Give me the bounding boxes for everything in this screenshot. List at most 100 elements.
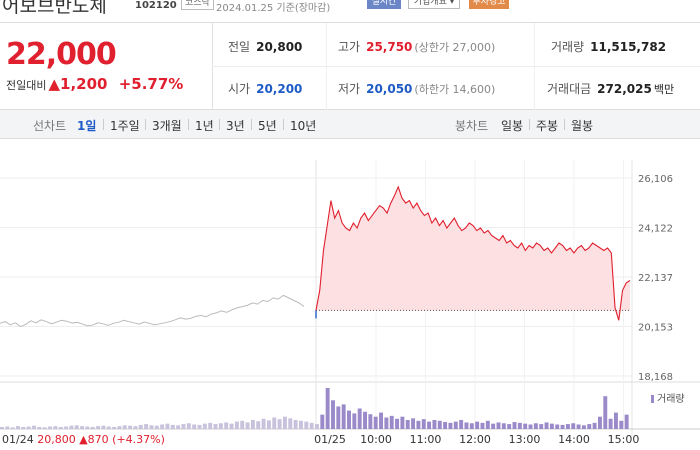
volume-bar xyxy=(293,419,298,429)
period-1w[interactable]: 1주일 xyxy=(110,119,140,133)
volume-bar xyxy=(117,426,122,429)
separator xyxy=(251,119,252,130)
realtime-button[interactable]: 실시간 xyxy=(367,0,401,9)
day-high: 고가 25,750 (상한가 27,000) xyxy=(338,40,496,54)
line-chart-label: 선차트 xyxy=(33,119,67,133)
separator xyxy=(188,119,189,130)
separator xyxy=(145,119,146,130)
y-tick-label: 26,106 xyxy=(638,174,673,185)
volume-bar xyxy=(592,422,597,429)
up-arrow-icon: ▲ xyxy=(48,75,61,93)
period-3m[interactable]: 3개월 xyxy=(152,119,182,133)
company-info-dropdown[interactable]: 기업개요 ▾ xyxy=(408,0,460,9)
volume-bar xyxy=(128,425,133,429)
volume-bar xyxy=(448,422,453,429)
divider xyxy=(326,23,327,111)
stock-name: 어보브반도체 xyxy=(2,0,107,14)
change-value: 1,200 xyxy=(60,75,108,93)
volume-bar xyxy=(133,426,138,429)
separator xyxy=(103,119,104,130)
quote-panel: 22,000 전일대비 ▲1,200 +5.77% 전일 20,800 고가 25,7… xyxy=(0,22,700,111)
volume-bar xyxy=(613,412,618,429)
volume-bar xyxy=(85,426,90,429)
volume-bar xyxy=(122,425,127,429)
period-10y[interactable]: 10년 xyxy=(290,119,317,133)
volume-bar xyxy=(101,425,106,429)
volume-bar xyxy=(197,424,202,429)
volume-bar xyxy=(186,423,191,429)
volume-bar xyxy=(90,426,95,429)
volume-bar xyxy=(315,424,319,429)
volume-bar xyxy=(240,420,245,429)
volume-bar xyxy=(336,406,341,429)
volume-bar xyxy=(437,420,442,429)
stock-header: 어보브반도체 102120 코스닥 2024.01.25 기준(장마감) 실시간… xyxy=(0,0,700,14)
volume-bar xyxy=(320,414,325,429)
volume-bar xyxy=(427,421,432,429)
period-selector: 선차트 1일 1주일 3개월 1년 3년 5년 10년 봉차트 일봉 주봉 월봉 xyxy=(0,110,700,139)
volume-bar xyxy=(400,416,405,429)
volume-bar xyxy=(528,424,533,429)
volume-bar xyxy=(202,423,207,429)
volume-bar xyxy=(411,418,416,429)
candle-monthly[interactable]: 월봉 xyxy=(571,119,594,133)
volume-bar xyxy=(480,422,485,429)
volume-bar xyxy=(154,425,159,429)
investment-warning-badge[interactable]: 투자경고 xyxy=(469,0,509,9)
volume-bar xyxy=(58,426,63,429)
x-tick-label: 10:00 xyxy=(360,433,392,446)
stock-code: 102120 xyxy=(135,0,177,11)
volume-bar xyxy=(250,419,255,429)
volume-bar xyxy=(352,413,357,429)
volume-bar xyxy=(96,426,101,429)
volume-bar xyxy=(208,422,213,429)
volume-bar xyxy=(106,426,111,429)
x-tick-label: 01/25 xyxy=(314,433,346,446)
volume-bar xyxy=(587,424,592,429)
volume-bar xyxy=(523,423,528,429)
volume-bar xyxy=(42,427,47,429)
candle-daily[interactable]: 일봉 xyxy=(501,119,524,133)
volume-bar xyxy=(539,424,544,429)
volume-bar xyxy=(149,425,154,429)
volume-bar xyxy=(507,424,512,429)
price-chart[interactable]: 26,106 24,122 22,137 20,153 18,168 10:00 11:00… xyxy=(0,140,700,450)
current-price: 22,000 xyxy=(6,37,117,72)
volume-bar xyxy=(256,421,261,429)
volume-bar xyxy=(181,424,186,429)
volume-bar xyxy=(325,388,330,429)
candle-weekly[interactable]: 주봉 xyxy=(536,119,559,133)
volume-bar xyxy=(170,424,175,429)
volume-bar xyxy=(603,396,608,429)
period-1d[interactable]: 1일 xyxy=(77,119,97,133)
volume-bar xyxy=(544,422,549,429)
volume-bar xyxy=(288,418,293,429)
volume-legend-swatch xyxy=(651,395,654,403)
volume-bar xyxy=(389,415,394,429)
candle-chart-label: 봉차트 xyxy=(455,119,489,133)
volume-bar xyxy=(459,419,464,429)
volume-bar xyxy=(112,426,117,429)
volume-bar xyxy=(363,411,367,429)
volume-bar xyxy=(160,424,165,429)
volume-bar xyxy=(266,420,271,429)
volume-bar xyxy=(74,425,79,429)
volume-legend-label: 거래량 xyxy=(657,393,685,405)
period-3y[interactable]: 3년 xyxy=(226,119,245,133)
volume-bar xyxy=(608,418,613,429)
volume-bar xyxy=(421,419,426,429)
volume-bar xyxy=(549,423,554,429)
change-percent: +5.77% xyxy=(118,75,184,93)
volume-bar xyxy=(485,420,490,429)
volume-bar xyxy=(597,416,602,429)
volume-bar xyxy=(229,423,234,429)
volume-bar xyxy=(16,426,20,429)
volume-bar xyxy=(347,410,351,429)
period-5y[interactable]: 5년 xyxy=(258,119,277,133)
x-tick-label: 12:00 xyxy=(459,433,491,446)
x-tick-label: 14:00 xyxy=(558,433,590,446)
volume-bar xyxy=(464,422,469,429)
period-1y[interactable]: 1년 xyxy=(195,119,214,133)
volume-bar xyxy=(517,422,522,429)
volume-bar xyxy=(53,426,58,429)
